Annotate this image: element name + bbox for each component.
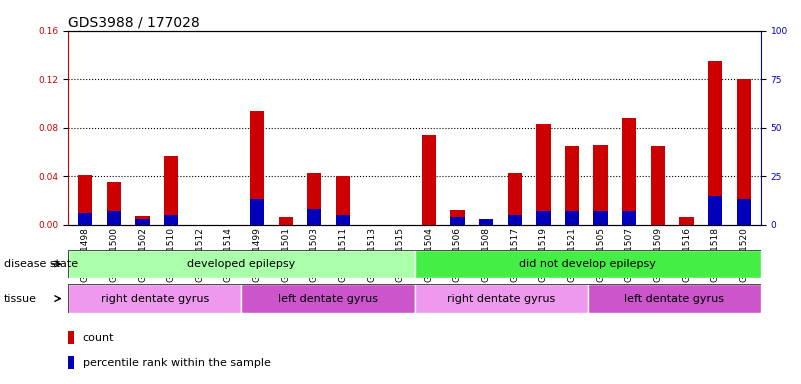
Text: did not develop epilepsy: did not develop epilepsy (519, 259, 656, 269)
Bar (68, 356, 74, 369)
Bar (415, 250, 761, 278)
Text: right dentate gyrus: right dentate gyrus (101, 293, 209, 304)
Bar (588, 284, 761, 313)
Bar (107, 211, 121, 225)
Bar (594, 211, 608, 225)
Bar (68, 284, 241, 313)
Bar (78, 213, 92, 225)
Bar (68, 250, 415, 278)
Bar (479, 219, 493, 225)
Text: tissue: tissue (4, 293, 37, 304)
Bar (415, 284, 588, 313)
Bar (336, 215, 350, 225)
Bar (536, 124, 550, 225)
Text: disease state: disease state (4, 259, 78, 269)
Bar (241, 284, 415, 313)
Bar (679, 217, 694, 225)
Bar (536, 211, 550, 225)
Bar (250, 199, 264, 225)
Text: left dentate gyrus: left dentate gyrus (278, 293, 378, 304)
Text: count: count (83, 333, 114, 343)
Bar (279, 217, 293, 225)
Bar (164, 215, 179, 225)
Bar (508, 172, 522, 225)
Text: left dentate gyrus: left dentate gyrus (624, 293, 724, 304)
Bar (250, 111, 264, 225)
Bar (622, 211, 637, 225)
Bar (336, 176, 350, 225)
Bar (68, 331, 74, 344)
Bar (450, 210, 465, 225)
Bar (68, 31, 761, 225)
Bar (508, 215, 522, 225)
Text: percentile rank within the sample: percentile rank within the sample (83, 358, 271, 368)
Bar (307, 209, 321, 225)
Bar (708, 61, 723, 225)
Bar (622, 118, 637, 225)
Bar (135, 219, 150, 225)
Bar (565, 211, 579, 225)
Bar (594, 145, 608, 225)
Bar (565, 146, 579, 225)
Bar (737, 79, 751, 225)
Bar (450, 217, 465, 225)
Bar (421, 135, 436, 225)
Bar (164, 156, 179, 225)
Text: GDS3988 / 177028: GDS3988 / 177028 (68, 16, 199, 30)
Text: right dentate gyrus: right dentate gyrus (447, 293, 555, 304)
Text: developed epilepsy: developed epilepsy (187, 259, 296, 269)
Bar (650, 146, 665, 225)
Bar (307, 172, 321, 225)
Bar (78, 175, 92, 225)
Bar (107, 182, 121, 225)
Bar (708, 195, 723, 225)
Bar (135, 216, 150, 225)
Bar (737, 199, 751, 225)
